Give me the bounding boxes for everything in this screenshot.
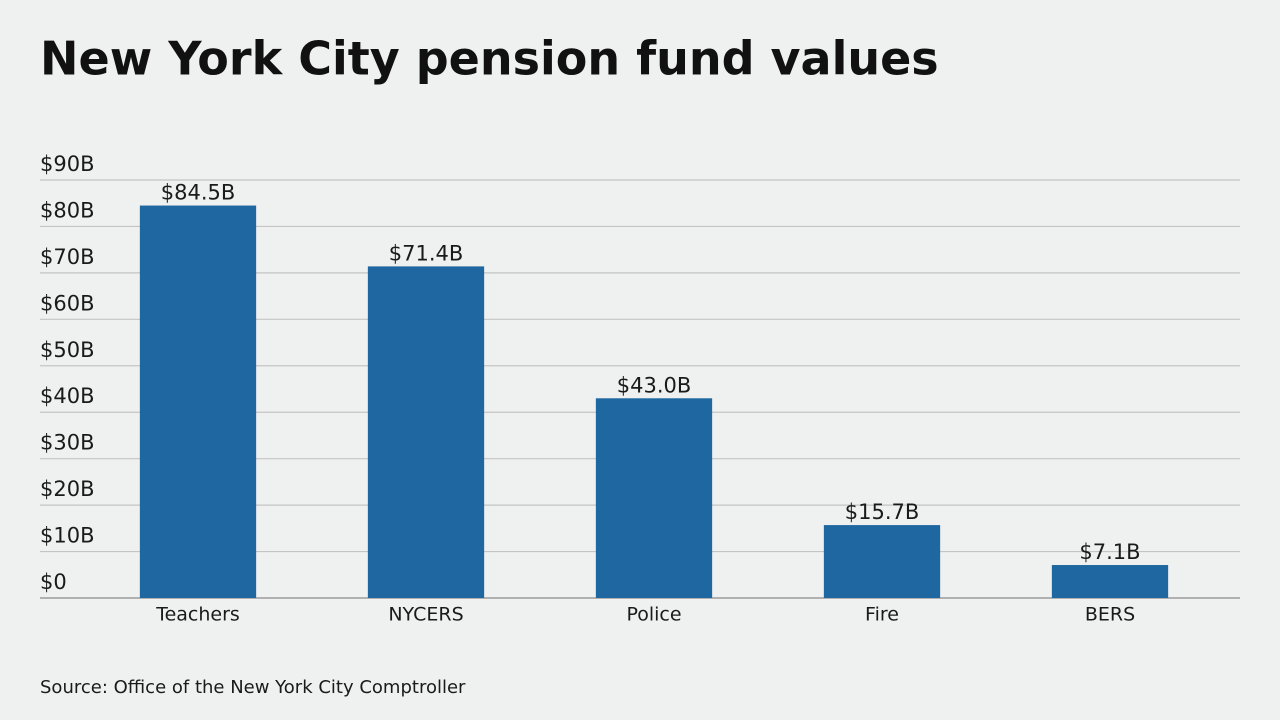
bar <box>823 525 941 598</box>
y-tick-label: $60B <box>40 291 95 315</box>
bar <box>595 398 713 598</box>
x-tick-label: Fire <box>865 604 899 626</box>
x-tick-label: NYCERS <box>388 604 463 626</box>
y-tick-label: $70B <box>40 245 95 269</box>
y-tick-label: $20B <box>40 477 95 501</box>
value-label: $43.0B <box>617 373 692 397</box>
x-tick-label: Police <box>626 604 681 626</box>
y-tick-label: $40B <box>40 384 95 408</box>
x-tick-label: Teachers <box>155 604 240 626</box>
y-tick-label: $30B <box>40 431 95 455</box>
y-tick-label: $10B <box>40 524 95 548</box>
x-tick-label: BERS <box>1085 604 1135 626</box>
bar <box>139 205 257 599</box>
value-label: $15.7B <box>845 500 920 524</box>
value-label: $7.1B <box>1079 540 1140 564</box>
source-note: Source: Office of the New York City Comp… <box>40 677 466 698</box>
y-tick-label: $90B <box>40 152 95 176</box>
y-tick-label: $80B <box>40 198 95 222</box>
value-label: $84.5B <box>161 181 236 205</box>
bar <box>1051 565 1169 598</box>
bar <box>367 266 485 598</box>
chart-title: New York City pension fund values <box>40 32 939 86</box>
value-label: $71.4B <box>389 241 464 265</box>
y-tick-label: $0 <box>40 570 67 594</box>
y-tick-label: $50B <box>40 338 95 362</box>
